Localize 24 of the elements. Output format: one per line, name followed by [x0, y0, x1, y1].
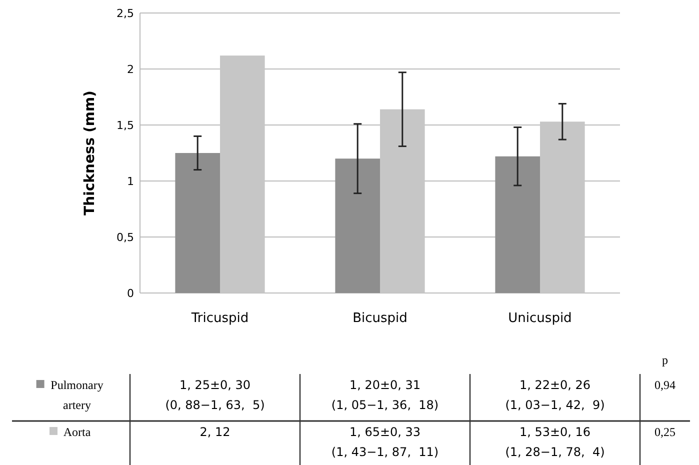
- bar: [175, 153, 220, 293]
- text: 1, 65±0, 33 (1, 43−1, 87, 11): [331, 425, 439, 459]
- bar: [335, 158, 380, 293]
- bar: [495, 156, 540, 293]
- text: 1, 22±0, 26 (1, 03−1, 42, 9): [505, 378, 605, 412]
- y-tick-label: 2: [127, 62, 134, 76]
- legend-label: Aorta: [63, 425, 92, 439]
- text: 0,94: [654, 378, 676, 392]
- text: 1, 20±0, 31 (1, 05−1, 36, 18): [331, 378, 439, 412]
- text: 1, 25±0, 30 (0, 88−1, 63, 5): [165, 378, 265, 412]
- x-tick-label: Unicuspid: [508, 311, 572, 326]
- y-tick-label: 0,5: [116, 230, 134, 244]
- text: 2, 12: [200, 425, 230, 439]
- legend-label: Pulmonary artery: [50, 378, 104, 412]
- y-tick-label: 0: [127, 286, 134, 300]
- y-tick-label: 1,5: [116, 118, 134, 132]
- x-tick-label: Tricuspid: [190, 311, 249, 326]
- y-tick-label: 1: [127, 174, 134, 188]
- y-tick-label: 2,5: [116, 6, 134, 20]
- text: 1, 53±0, 16 (1, 28−1, 78, 4): [505, 425, 605, 459]
- text: p: [662, 353, 668, 367]
- y-axis-title: Thickness (mm): [82, 90, 98, 216]
- text: 0,25: [654, 425, 676, 439]
- x-tick-label: Bicuspid: [352, 311, 408, 326]
